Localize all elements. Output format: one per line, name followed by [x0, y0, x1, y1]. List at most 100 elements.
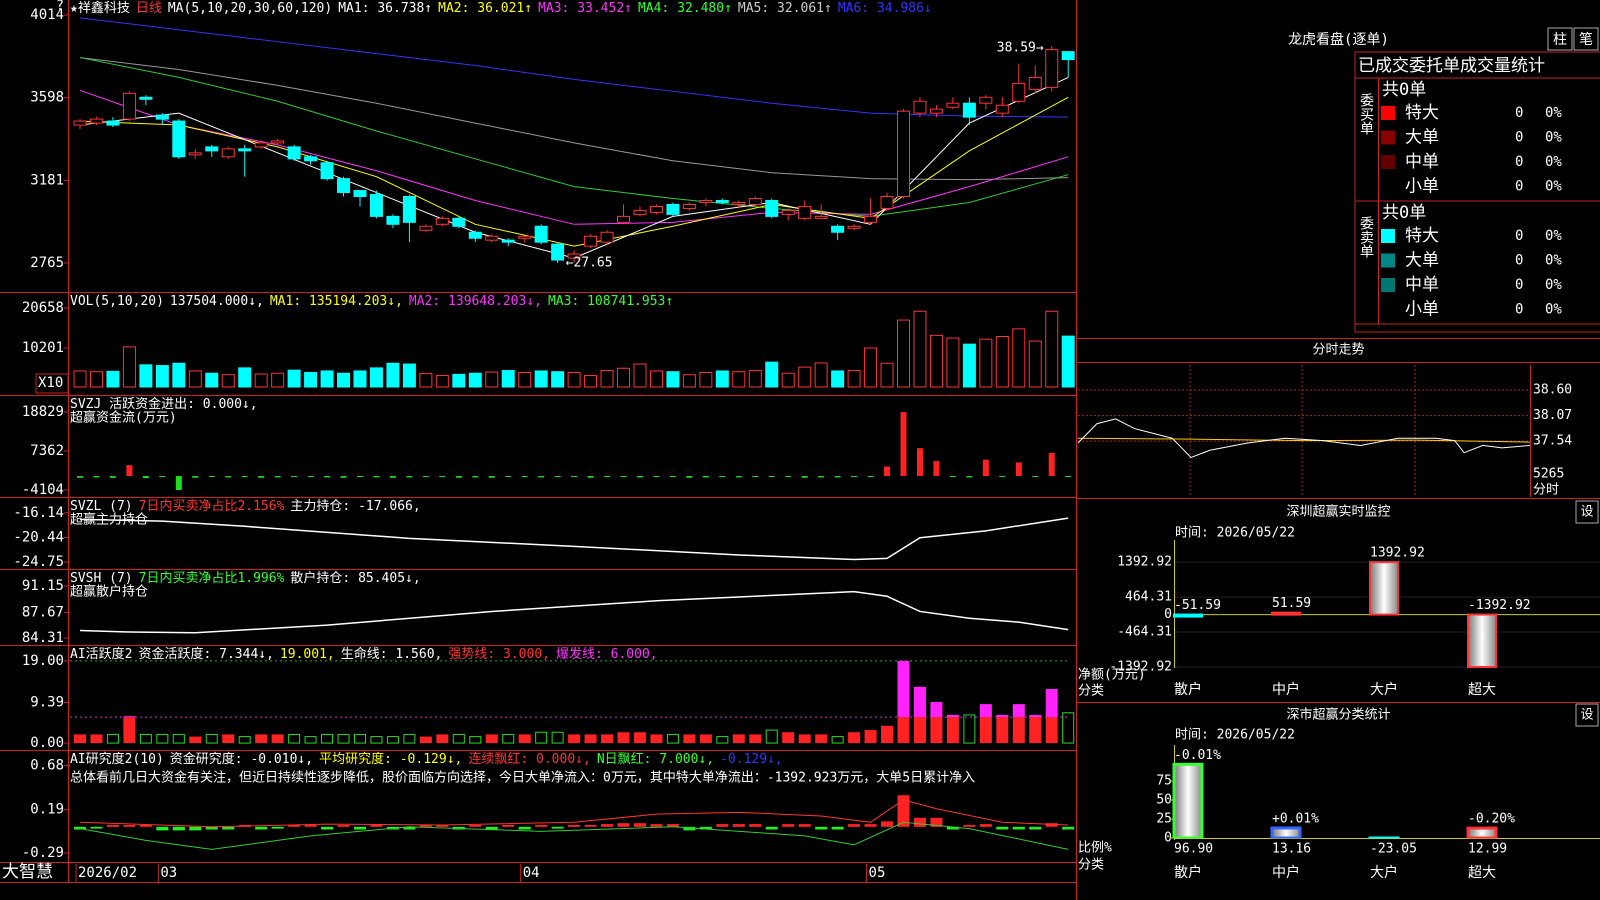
ratio-bar	[1466, 826, 1498, 839]
research-bar	[913, 817, 926, 827]
fund-bar	[159, 476, 166, 478]
volume-bar	[831, 370, 845, 388]
candle-body	[567, 253, 581, 259]
fund-bar	[356, 476, 363, 478]
candle-body	[419, 225, 433, 231]
volume-bar	[633, 363, 647, 388]
volume-bar	[353, 370, 367, 388]
legend-segment: AI活跃度2	[70, 646, 132, 662]
volume-bar	[485, 371, 499, 388]
tab-button[interactable]	[1547, 27, 1573, 51]
section-label: 委卖单	[1358, 216, 1374, 258]
activity-bar	[469, 736, 482, 744]
candle-body	[831, 225, 845, 233]
research-bar	[106, 825, 119, 827]
tab-button[interactable]	[1573, 27, 1599, 51]
research-bar	[815, 826, 828, 830]
activity-bar	[946, 717, 959, 744]
volume-label: 5265	[1533, 467, 1564, 482]
settings-button[interactable]	[1575, 703, 1599, 727]
category-label: 散户	[1174, 864, 1202, 881]
y-tick-label: -1392.92	[1109, 659, 1172, 674]
activity-bar	[732, 734, 745, 744]
candle-body	[633, 209, 647, 215]
candle-body	[485, 235, 499, 241]
activity-bar	[765, 729, 778, 744]
panel-legend: AI研究度2(10) 资金研究度: -0.010↓, 平均研究度: -0.129↓,…	[70, 751, 783, 767]
y-tick-label: 9.39	[30, 694, 64, 710]
research-bar	[930, 817, 943, 827]
candle-body	[847, 225, 861, 229]
row-name: 大单	[1405, 128, 1439, 148]
x-title: 分类	[1078, 858, 1104, 873]
category-label: 中户	[1272, 681, 1300, 698]
fund-bar	[719, 476, 726, 478]
fund-bar	[93, 476, 100, 478]
y-tick-label: 0	[1164, 831, 1172, 846]
fund-bar	[735, 476, 742, 478]
y-tick-label: 75	[1156, 774, 1172, 789]
tab-button-label[interactable]: 柱	[1553, 32, 1567, 48]
ratio-bar	[1368, 836, 1400, 839]
volume-bar	[369, 367, 383, 388]
fund-bar	[192, 476, 199, 478]
candle-body	[386, 215, 400, 225]
candle-body	[205, 146, 219, 152]
candle-body	[188, 152, 202, 156]
candle-body	[880, 196, 894, 209]
research-bar	[881, 821, 894, 827]
row-count: 0	[1515, 179, 1523, 195]
y-tick-label: 2765	[30, 255, 64, 271]
activity-bar	[255, 734, 268, 744]
candle-body	[814, 215, 828, 219]
research-bar	[716, 824, 729, 827]
tab-button-label[interactable]: 笔	[1579, 32, 1593, 48]
y-tick-label: 0	[1164, 607, 1172, 622]
volume-bar	[452, 373, 466, 388]
activity-bar	[139, 733, 152, 744]
date-label: 03	[160, 865, 177, 881]
candle-body	[995, 104, 1009, 114]
time-label: 分时	[1533, 483, 1559, 498]
volume-bar	[287, 369, 301, 388]
fund-bar	[834, 476, 841, 478]
category-label: 超大	[1468, 865, 1496, 881]
volume-bar	[781, 372, 795, 388]
panel-subtitle: 超赢散户持仓	[70, 584, 148, 600]
fund-bar	[488, 476, 495, 478]
settings-label[interactable]: 设	[1580, 708, 1593, 723]
volume-bar	[1028, 340, 1042, 388]
legend-segment: 强势线: 3.000,	[448, 646, 550, 662]
fund-bar	[1048, 452, 1055, 477]
research-bar	[353, 826, 366, 830]
value-label: 1392.92	[1370, 546, 1425, 561]
research-bar	[650, 824, 663, 827]
research-bar	[897, 795, 910, 827]
y-tick-label: 91.15	[22, 578, 64, 594]
candle-body	[600, 231, 614, 243]
activity-bar	[897, 717, 910, 744]
dragon-heading: 已成交委托单成交量统计	[1358, 56, 1545, 76]
activity-bar	[979, 717, 992, 744]
price-line	[1077, 418, 1531, 459]
activity-bar	[633, 732, 646, 744]
candle-body	[979, 96, 993, 104]
volume-bar	[435, 375, 449, 388]
research-bar	[1045, 823, 1058, 827]
activity-bar	[601, 734, 614, 744]
row-pct: 0%	[1545, 253, 1562, 269]
legend-segment: 资金研究度: -0.010↓,	[170, 751, 313, 767]
settings-label[interactable]: 设	[1580, 505, 1593, 520]
research-bar	[996, 826, 1009, 830]
volume-bar	[584, 375, 598, 388]
fund-bar	[949, 476, 956, 478]
activity-bar	[913, 717, 926, 744]
activity-bar	[353, 733, 366, 744]
research-bar	[337, 825, 350, 827]
fund-bar	[505, 476, 512, 478]
settings-button[interactable]	[1575, 500, 1599, 524]
y-tick-label: -0.29	[22, 845, 64, 861]
activity-bar	[749, 734, 762, 744]
fund-bar	[620, 476, 627, 478]
